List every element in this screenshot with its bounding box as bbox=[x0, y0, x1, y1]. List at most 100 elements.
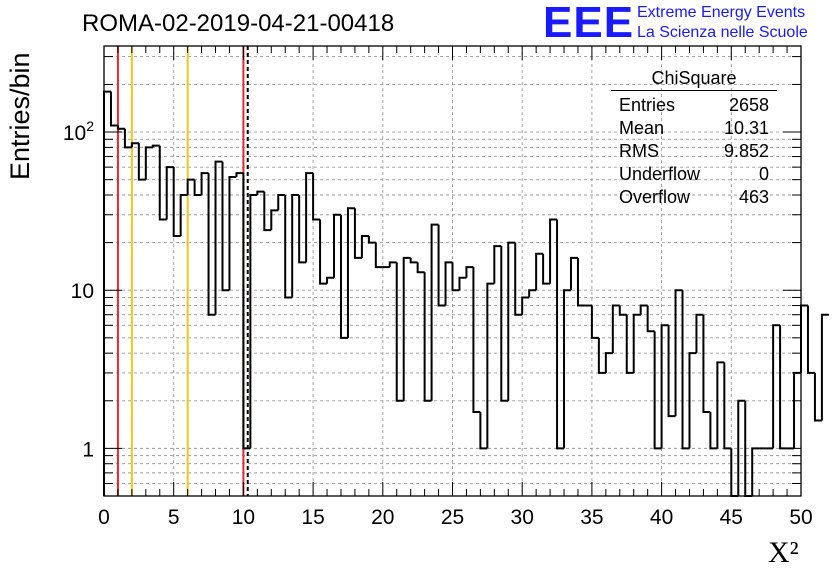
stats-row: Overflow 463 bbox=[611, 186, 777, 209]
histogram-bin bbox=[625, 314, 634, 374]
histogram-bin bbox=[737, 399, 746, 496]
histogram-bin bbox=[256, 190, 265, 195]
stats-label: Overflow bbox=[619, 187, 691, 207]
histogram-bin bbox=[611, 304, 620, 354]
histogram-bin bbox=[144, 146, 153, 180]
y-tick-label: 1 bbox=[82, 438, 94, 461]
histogram-bin bbox=[681, 290, 690, 450]
y-tick-label: 102 bbox=[63, 118, 94, 145]
stats-label: Mean bbox=[619, 118, 665, 138]
histogram-bin bbox=[123, 128, 132, 149]
reference-lines bbox=[116, 46, 249, 496]
histogram-bin bbox=[716, 361, 725, 449]
histogram-bin bbox=[103, 90, 111, 496]
stats-value: 463 bbox=[738, 187, 769, 207]
histogram-bin bbox=[291, 193, 300, 298]
histogram-bin bbox=[200, 172, 209, 195]
histogram-bin bbox=[618, 305, 627, 316]
x-tick-label: 40 bbox=[650, 506, 673, 529]
histogram-bin bbox=[674, 289, 683, 417]
histogram-bin bbox=[235, 172, 244, 177]
histogram-bin bbox=[312, 173, 321, 221]
histogram-bin bbox=[346, 207, 355, 338]
histogram-bin bbox=[514, 242, 523, 316]
histogram-bin bbox=[646, 305, 655, 333]
histogram-bin bbox=[298, 194, 307, 264]
histogram-bin bbox=[813, 372, 822, 422]
logo-line-2: La Scienza nelle Scuole bbox=[637, 24, 808, 41]
x-tick-label: 25 bbox=[441, 506, 464, 529]
stats-title: ChiSquare bbox=[611, 66, 777, 91]
histogram-bin bbox=[563, 289, 571, 449]
histogram-bin bbox=[479, 411, 488, 450]
histogram-bin bbox=[130, 142, 139, 148]
stats-label: Underflow bbox=[619, 164, 701, 184]
logo-line-1: Extreme Energy Events bbox=[637, 4, 806, 21]
histogram-bin bbox=[284, 194, 293, 299]
histogram-bin bbox=[653, 331, 662, 450]
histogram-bin bbox=[409, 257, 418, 264]
histogram-bin bbox=[709, 411, 718, 450]
histogram-bin bbox=[158, 145, 167, 221]
histogram-bin bbox=[214, 160, 223, 315]
histogram-bin bbox=[472, 267, 481, 413]
histogram-bin bbox=[660, 324, 669, 449]
histogram-bin bbox=[500, 246, 509, 402]
histogram-bin bbox=[339, 214, 348, 339]
stats-box: ChiSquare Entries 2658 Mean 10.31 RMS 9.852… bbox=[611, 66, 777, 209]
histogram-bin bbox=[486, 282, 495, 449]
grid bbox=[104, 46, 801, 497]
histogram-bin bbox=[806, 305, 815, 374]
histogram-bin bbox=[333, 213, 341, 278]
histogram-bin bbox=[542, 253, 551, 285]
histogram-bin bbox=[186, 178, 195, 195]
histogram-bin bbox=[507, 241, 516, 401]
stats-row: Underflow 0 bbox=[611, 163, 777, 186]
histogram-bin bbox=[326, 276, 335, 284]
histogram-bin bbox=[270, 209, 279, 231]
x-tick-label: 45 bbox=[720, 506, 743, 529]
histogram-bin bbox=[416, 262, 425, 274]
x-tick-label: 15 bbox=[301, 506, 324, 529]
histogram-bin bbox=[207, 173, 216, 316]
histogram-bin bbox=[779, 325, 788, 450]
histogram-bin bbox=[305, 172, 314, 263]
histogram-bin bbox=[800, 304, 808, 373]
histogram-bin bbox=[242, 173, 251, 450]
histogram-bin bbox=[535, 252, 544, 291]
x-tick-label: 0 bbox=[98, 506, 110, 529]
histogram-bin bbox=[556, 219, 565, 450]
eee-logo: EEE bbox=[543, 0, 635, 47]
x-axis-label: X² bbox=[768, 536, 799, 570]
histogram-bin bbox=[374, 242, 383, 269]
histogram-bin bbox=[437, 224, 446, 307]
histogram-bin bbox=[604, 352, 613, 373]
stats-label: RMS bbox=[619, 141, 659, 161]
histogram-bin bbox=[221, 161, 230, 292]
histogram-bin bbox=[695, 313, 704, 354]
stats-value: 0 bbox=[758, 164, 769, 184]
histogram-bin bbox=[751, 447, 760, 496]
histogram-bin bbox=[451, 262, 460, 292]
histogram-bin bbox=[639, 304, 648, 315]
histogram-bin bbox=[590, 305, 599, 339]
x-tick-label: 10 bbox=[232, 506, 255, 529]
histogram-bin bbox=[193, 179, 202, 196]
stats-row: RMS 9.852 bbox=[611, 140, 777, 163]
histogram-bin bbox=[395, 262, 404, 402]
x-tick-label: 50 bbox=[789, 506, 812, 529]
histogram-bin bbox=[249, 193, 258, 449]
histogram-bin bbox=[430, 223, 439, 401]
histogram-bin bbox=[423, 272, 432, 402]
stats-row: Mean 10.31 bbox=[611, 117, 777, 140]
stats-value: 9.852 bbox=[723, 141, 769, 161]
x-tick-label: 20 bbox=[371, 506, 394, 529]
histogram-bin bbox=[360, 235, 369, 258]
histogram-bin bbox=[723, 362, 732, 450]
axis-tick-labels: 0 5 10 15 20 25 30 35 40 45 50 1 10 102 bbox=[63, 118, 813, 529]
histogram-bin bbox=[116, 125, 125, 130]
stats-row: Entries 2658 bbox=[611, 94, 777, 117]
x-tick-label: 30 bbox=[511, 506, 534, 529]
histogram-bin bbox=[458, 276, 467, 291]
